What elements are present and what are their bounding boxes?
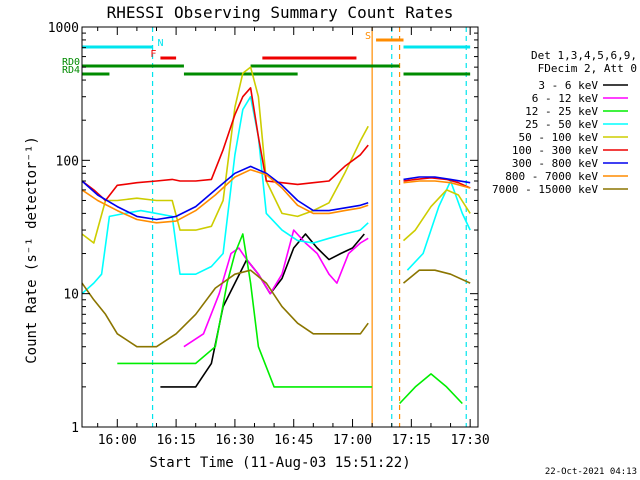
- series-line-7: [81, 168, 471, 224]
- series-line-3: [81, 95, 471, 295]
- x-tick-label: 16:15: [157, 433, 196, 448]
- y-tick-label: 1: [71, 421, 79, 436]
- y-axis-label: Count Rate (s⁻¹ detector⁻¹): [24, 136, 40, 364]
- x-tick-label: 17:15: [392, 433, 431, 448]
- legend-entry-label: 100 - 300 keV: [512, 144, 598, 157]
- series-line-8: [81, 269, 471, 348]
- series-lines: [81, 66, 471, 405]
- legend-entry-label: 300 - 800 keV: [512, 157, 598, 170]
- legend-entry-label: 25 - 50 keV: [525, 118, 598, 131]
- axes: 1 10 100 1000 16:00 16:15 16:30 16:45 17:00 17:15…: [48, 21, 490, 448]
- flag-label-n: N: [158, 38, 164, 49]
- plot-frame: [81, 26, 479, 428]
- series-line-1: [183, 229, 369, 348]
- series-line-4: [81, 66, 471, 244]
- series-line-2: [117, 233, 463, 405]
- y-tick-label: 10: [63, 288, 79, 303]
- legend: Det 1,3,4,5,6,9,FDecim 2, Att 0 3 - 6 keV…: [492, 49, 637, 196]
- series-line-6: [81, 165, 471, 221]
- flag-label-f: F: [150, 49, 156, 60]
- legend-entry-label: 3 - 6 keV: [538, 79, 598, 92]
- y-tick-label: 100: [56, 154, 79, 169]
- x-axis-label: Start Time (11-Aug-03 15:51:22): [149, 455, 410, 471]
- legend-entry-label: 7000 - 15000 keV: [492, 183, 598, 196]
- x-tick-label: 17:30: [451, 433, 490, 448]
- legend-entry-label: 12 - 25 keV: [525, 105, 598, 118]
- y-tick-label: 1000: [48, 21, 79, 36]
- x-tick-label: 16:45: [274, 433, 313, 448]
- legend-header: FDecim 2, Att 0: [538, 62, 637, 75]
- flag-label-rd4: RD4: [62, 65, 80, 76]
- series-line-5: [81, 87, 471, 202]
- x-tick-label: 17:00: [333, 433, 372, 448]
- legend-header: Det 1,3,4,5,6,9,: [531, 49, 637, 62]
- flag-label-s: S: [365, 31, 371, 42]
- vertical-markers: [151, 27, 467, 427]
- footer-date: 22-Oct-2021 04:13: [545, 467, 637, 477]
- legend-entry-label: 800 - 7000 keV: [505, 170, 598, 183]
- x-tick-label: 16:30: [215, 433, 254, 448]
- flag-label-rd0: RD0: [62, 57, 80, 68]
- legend-entry-label: 50 - 100 keV: [519, 131, 599, 144]
- chart-title: RHESSI Observing Summary Count Rates: [107, 3, 454, 22]
- x-tick-label: 16:00: [98, 433, 137, 448]
- legend-entry-label: 6 - 12 keV: [532, 92, 599, 105]
